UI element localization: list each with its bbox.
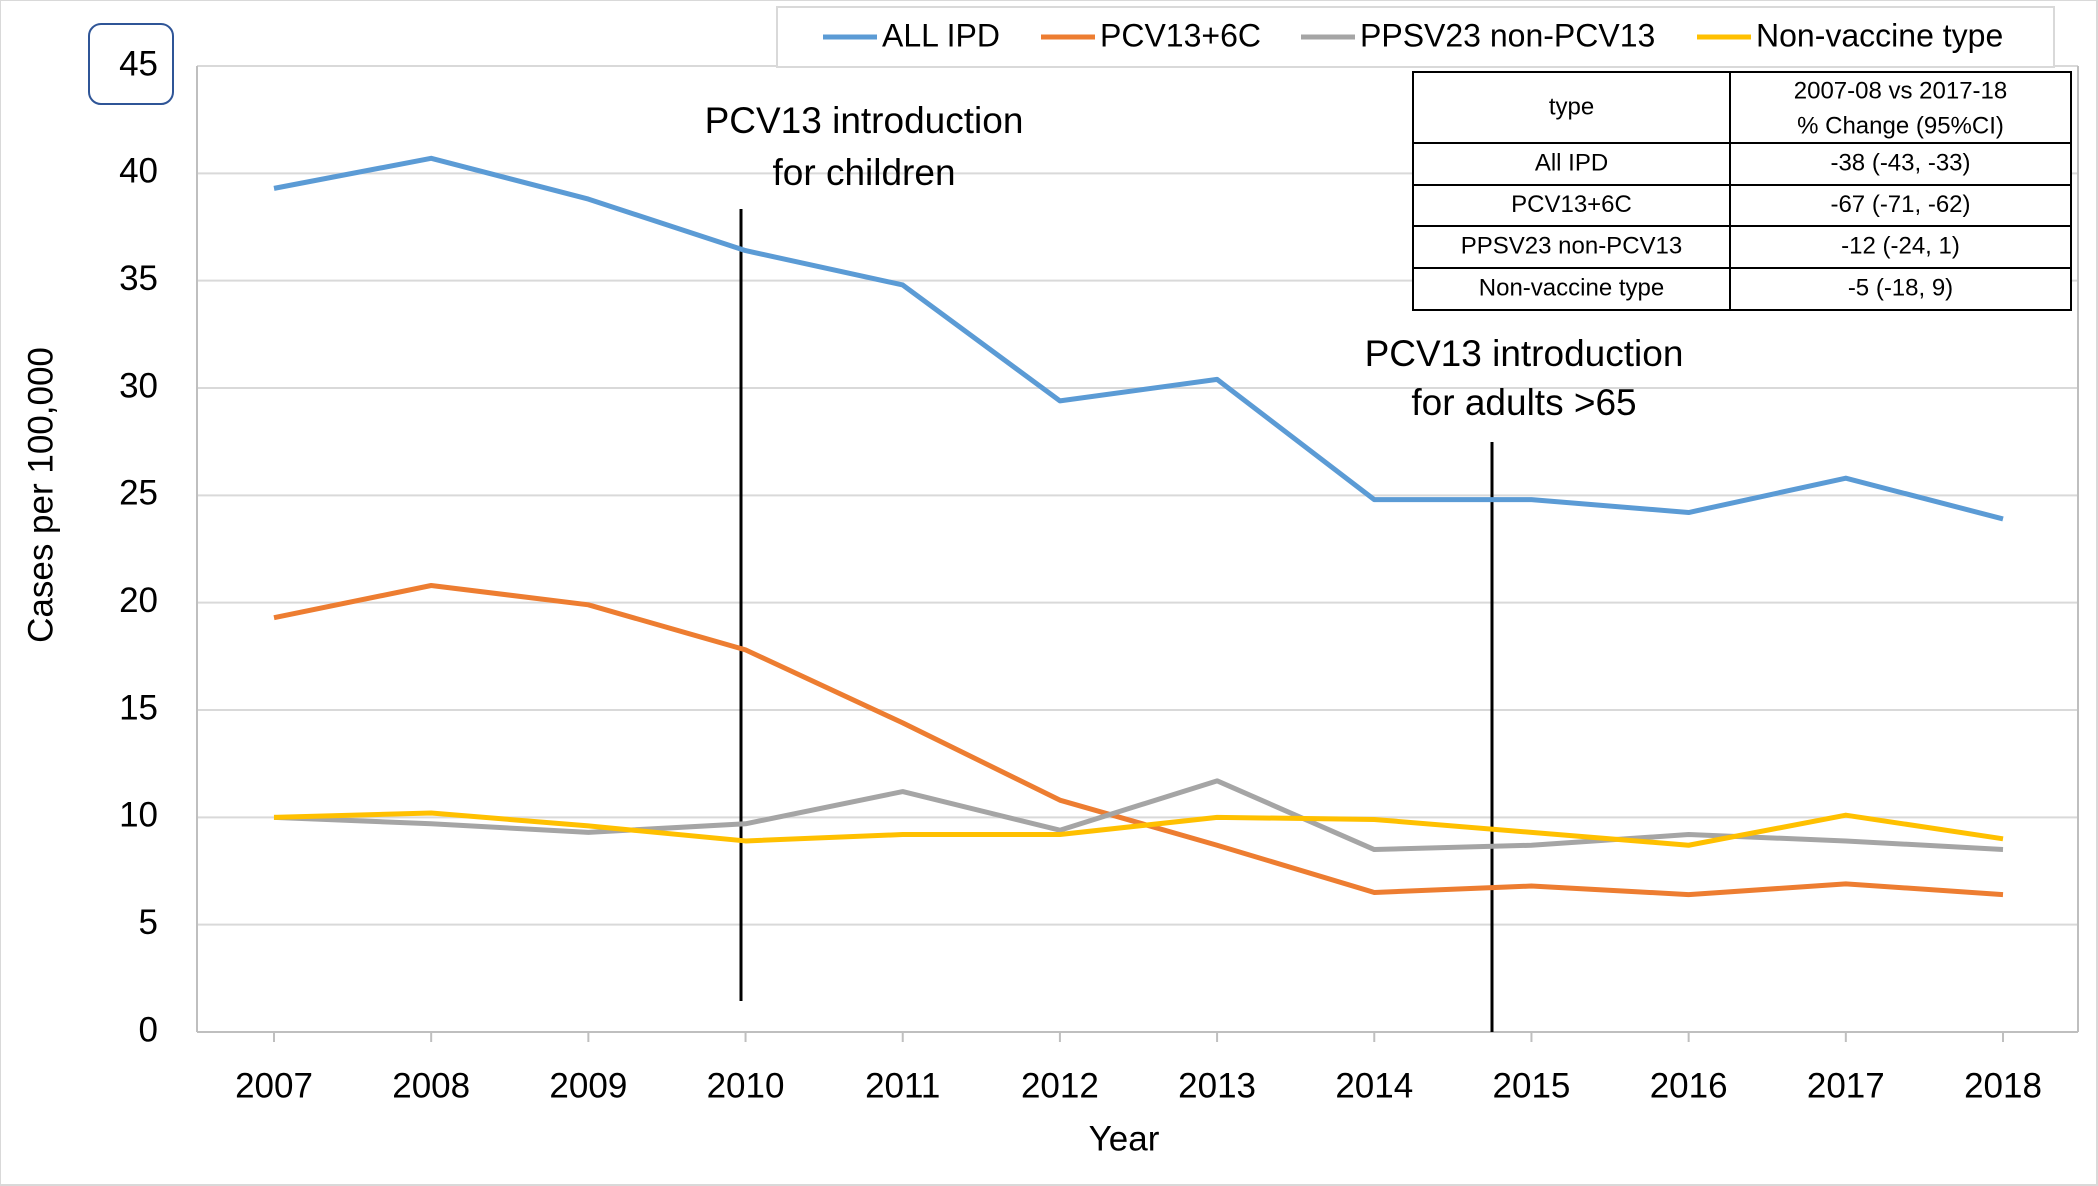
x-tick-label: 2014	[1335, 1066, 1413, 1105]
annotation-text: PCV13 introduction	[705, 100, 1024, 141]
y-tick-label: 15	[119, 688, 158, 727]
x-tick-label: 2011	[865, 1066, 940, 1105]
annotation-text: for children	[772, 152, 955, 193]
x-tick-label: 2017	[1807, 1066, 1885, 1105]
y-tick-label: 40	[119, 152, 158, 191]
table-header: 2007-08 vs 2017-18	[1794, 77, 2008, 104]
table-cell: PPSV23 non-PCV13	[1461, 232, 1682, 259]
x-tick-label: 2016	[1650, 1066, 1728, 1105]
table-box	[1412, 71, 2072, 311]
table-cell: -5 (-18, 9)	[1848, 274, 1953, 301]
legend-label: ALL IPD	[882, 17, 1000, 53]
annotation-text: PCV13 introduction	[1365, 333, 1684, 374]
tick-box	[88, 23, 174, 105]
series-line	[273, 155, 2004, 522]
table-header: % Change (95%CI)	[1797, 112, 2004, 139]
x-tick-label: 2015	[1493, 1066, 1571, 1105]
y-tick-label: 35	[119, 259, 158, 298]
table-cell: -67 (-71, -62)	[1830, 191, 1970, 218]
table-cell: -12 (-24, 1)	[1841, 232, 1960, 259]
legend-label: Non-vaccine type	[1756, 17, 2003, 53]
y-tick-label: 45	[119, 44, 158, 83]
table-cell: PCV13+6C	[1511, 191, 1632, 218]
legend-box	[776, 6, 2055, 68]
table-cell: Non-vaccine type	[1479, 274, 1664, 301]
annotation-text: for adults >65	[1411, 382, 1636, 423]
x-tick-label: 2012	[1021, 1066, 1099, 1105]
x-tick-label: 2007	[235, 1066, 313, 1105]
legend-label: PCV13+6C	[1100, 17, 1261, 53]
y-tick-label: 30	[119, 366, 158, 405]
series-line	[273, 810, 2004, 848]
table-cell: All IPD	[1535, 149, 1608, 176]
y-tick-label: 5	[139, 903, 158, 942]
y-tick-label: 10	[119, 796, 158, 835]
series-line	[273, 582, 2004, 898]
x-axis-label: Year	[1089, 1119, 1160, 1158]
x-tick-label: 2010	[707, 1066, 785, 1105]
x-tick-label: 2008	[392, 1066, 470, 1105]
x-tick-label: 2009	[549, 1066, 627, 1105]
x-tick-label: 2018	[1964, 1066, 2042, 1105]
y-tick-label: 25	[119, 474, 158, 513]
x-tick-label: 2013	[1178, 1066, 1256, 1105]
table-cell: -38 (-43, -33)	[1830, 149, 1970, 176]
y-tick-label: 0	[139, 1010, 158, 1049]
table-header: type	[1549, 93, 1594, 120]
y-tick-label: 20	[119, 581, 158, 620]
legend-label: PPSV23 non-PCV13	[1360, 17, 1655, 53]
series-line	[273, 778, 2004, 853]
y-axis-label: Cases per 100,000	[21, 347, 60, 643]
